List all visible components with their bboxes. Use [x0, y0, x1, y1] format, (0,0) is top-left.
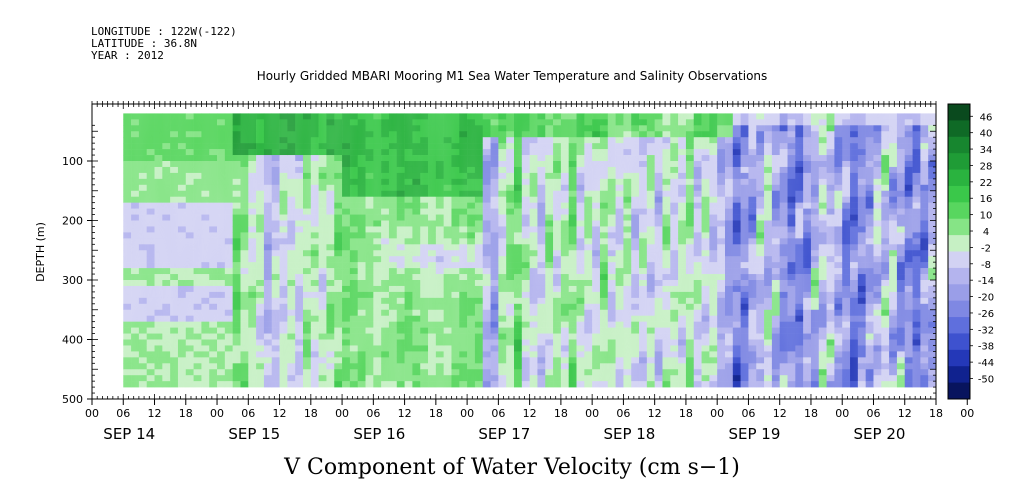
latitude-label: LATITUDE : 36.8N — [91, 37, 197, 50]
longitude-label: LONGITUDE : 122W(-122) — [91, 25, 237, 38]
texture-overlay — [92, 104, 936, 399]
year-label: YEAR : 2012 — [91, 49, 164, 62]
axes: 00 06 12 18 00 06 12 18 00 06 12 18 00 06 12 18 00 06 12 18… — [62, 101, 974, 443]
chart-title: Hourly Gridded MBARI Mooring M1 Sea Wate… — [257, 69, 768, 83]
